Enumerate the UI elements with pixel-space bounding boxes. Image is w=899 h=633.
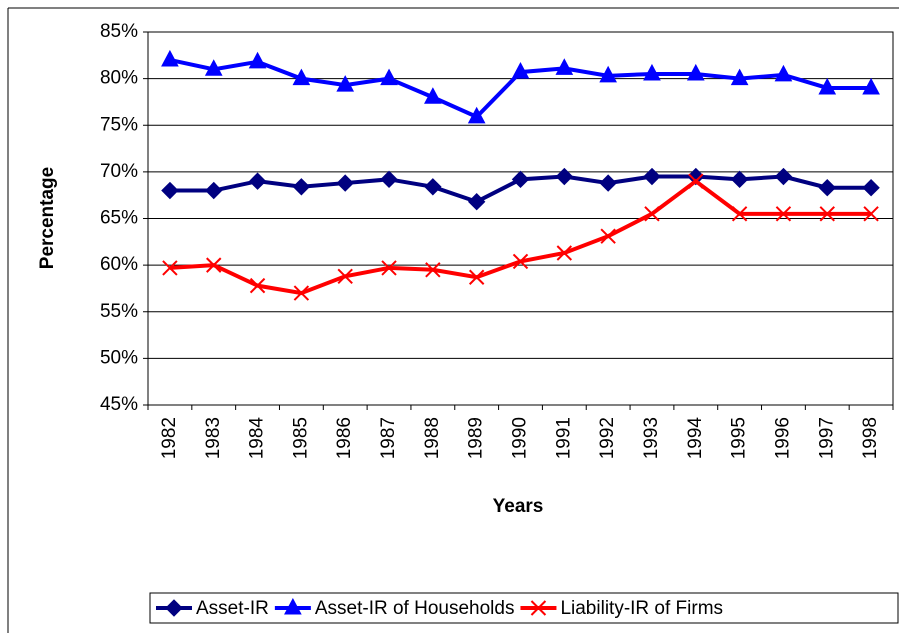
point — [336, 75, 355, 92]
point — [599, 65, 617, 83]
y-tick-label: 45% — [100, 394, 138, 415]
point — [688, 173, 704, 189]
legend-marker — [284, 597, 302, 615]
point — [862, 179, 880, 197]
point — [731, 206, 748, 222]
x-tick-label: 1989 — [466, 417, 487, 459]
y-tick-label: 80% — [100, 68, 138, 89]
point — [862, 77, 880, 95]
point — [643, 167, 661, 186]
point — [555, 58, 574, 75]
legend-marker — [530, 600, 547, 616]
point — [686, 63, 705, 81]
point — [555, 167, 574, 186]
x-tick-label: 1990 — [510, 417, 531, 459]
point — [292, 68, 311, 86]
y-tick-label: 65% — [100, 208, 138, 229]
x-tick-label: 1998 — [860, 417, 881, 459]
x-tick-label: 1988 — [422, 417, 443, 459]
point — [468, 269, 485, 285]
point — [381, 260, 397, 276]
point — [818, 179, 836, 197]
point — [467, 193, 486, 211]
y-tick-label: 60% — [100, 254, 138, 275]
point — [380, 68, 398, 86]
point — [380, 170, 398, 189]
legend-label: Asset-IR — [196, 598, 269, 619]
point — [687, 167, 705, 186]
x-tick-label: 1986 — [334, 417, 355, 459]
point — [204, 59, 223, 76]
point — [249, 277, 266, 294]
point — [161, 49, 179, 67]
point — [600, 228, 616, 244]
plot-frame — [147, 31, 894, 406]
x-tick-label: 1985 — [290, 417, 311, 459]
point — [644, 206, 660, 222]
point — [337, 268, 353, 285]
x-tick-label: 1994 — [685, 417, 706, 460]
point — [775, 206, 792, 222]
point — [293, 285, 310, 301]
x-tick-label: 1995 — [729, 417, 750, 459]
x-axis-title: Years — [493, 496, 544, 517]
x-tick-label: 1987 — [378, 417, 399, 459]
point — [336, 174, 354, 192]
point — [819, 206, 835, 222]
y-tick-label: 75% — [100, 114, 138, 135]
point — [774, 64, 793, 82]
y-tick-label: 70% — [100, 161, 138, 182]
x-tick-label: 1996 — [772, 417, 793, 459]
x-tick-label: 1992 — [597, 417, 618, 459]
point — [162, 260, 178, 276]
x-tick-label: 1993 — [641, 417, 662, 459]
point — [599, 174, 617, 192]
point — [161, 181, 179, 200]
point — [292, 178, 311, 196]
legend-label: Asset-IR of Households — [315, 598, 515, 619]
point — [424, 87, 442, 104]
legend-label: Liability-IR of Firms — [560, 598, 723, 619]
point — [511, 170, 530, 189]
x-tick-label: 1982 — [159, 417, 180, 459]
point — [248, 172, 267, 190]
y-tick-label: 50% — [100, 347, 138, 368]
point — [818, 77, 837, 95]
point — [730, 68, 749, 86]
point — [774, 167, 793, 186]
x-tick-label: 1983 — [203, 417, 224, 459]
y-tick-label: 85% — [100, 21, 138, 42]
point — [556, 245, 573, 261]
point — [467, 106, 486, 124]
point — [512, 253, 529, 270]
point — [511, 62, 530, 79]
point — [425, 262, 441, 278]
x-tick-label: 1997 — [816, 417, 837, 459]
x-tick-label: 1991 — [553, 417, 574, 459]
point — [643, 63, 661, 81]
point — [248, 51, 267, 69]
x-tick-label: 1984 — [247, 417, 268, 460]
point — [206, 257, 222, 273]
point — [205, 181, 223, 200]
y-axis-title: Percentage — [37, 167, 58, 269]
point — [863, 206, 879, 222]
point — [730, 170, 749, 189]
point — [424, 178, 442, 196]
legend-marker — [165, 599, 183, 617]
y-tick-label: 55% — [100, 301, 138, 322]
